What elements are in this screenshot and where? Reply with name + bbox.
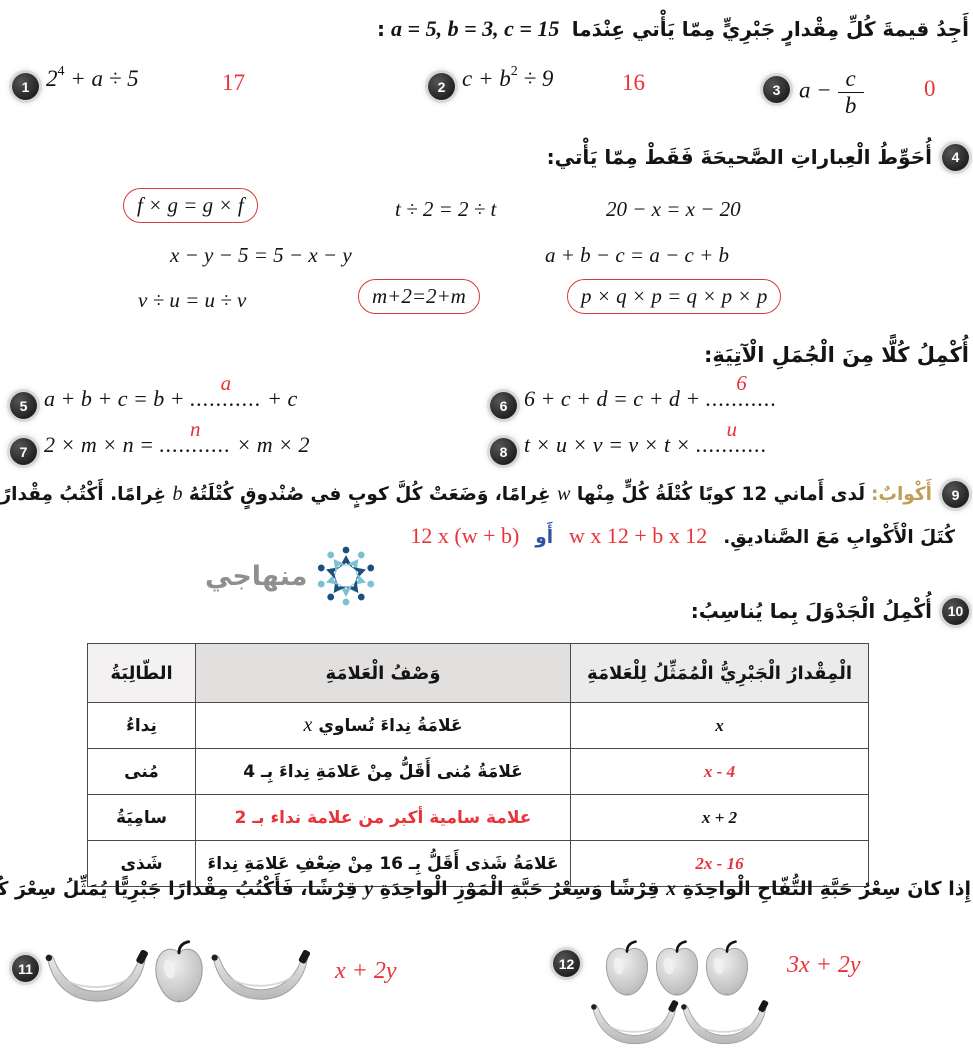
answer-blank: ........... u [695,417,768,457]
colon: : [377,17,386,41]
student-name: سامِيَةُ [87,794,196,841]
variable-b: b [172,483,183,505]
p4-statement-circled: m+2=2+m [358,279,480,314]
problem-5-sentence: a + b + c = b + ........... a + c [44,371,298,411]
problem-9-line2: كُتَلَ الْأَكْوابِ مَعَ الصَّناديقِ. w x… [410,523,955,548]
problem-6-sentence: 6 + c + d = c + d + ........... 6 [524,371,778,411]
problem-8-answer: u [726,417,737,441]
problem-12-number: 12 [553,950,580,977]
col-header-description: وَصْفُ الْعَلامَةِ [195,643,571,703]
variable-y: y [364,878,374,900]
manhaji-logo-text: منهاجي [205,560,308,592]
problem-9-answer-2: 12 x (w + b) [410,523,520,548]
problem-11-answer: x + 2y [335,958,397,984]
problem-11-number: 11 [12,955,39,982]
p4-statement: x − y − 5 = 5 − x − y [170,243,352,267]
mark-expression-answer: x - 4 [570,748,869,795]
problem-7-number: 7 [10,438,37,465]
problem-8-number: 8 [490,438,517,465]
problem-1-answer: 17 [222,70,245,95]
problem-5-answer: a [220,371,232,395]
problem-12-answer: 3x + 2y [787,952,861,978]
manhaji-logo: منهاجي [205,543,379,609]
mark-expression: x + 2 [570,794,869,841]
banana-icon [590,1000,680,1045]
banana-icon [680,1000,770,1045]
fruit-problems-instruction: إِذا كانَ سِعْرُ حَبَّةِ التُّفّاحِ الْو… [0,878,971,900]
table-row: نِداءُ عَلامَةُ نِداءَ تُساوي x x [87,702,869,749]
problem-8-sentence: t × u × v = v × t × ........... u [524,417,768,457]
banana-icon [44,950,150,1003]
answer-blank: ........... 6 [705,371,778,411]
table-row: مُنى عَلامَةُ مُنى أَقَلُّ مِنْ عَلامَةِ… [87,748,869,795]
problem-10-instruction: أُكْمِلُ الْجَدْوَلَ بِما يُناسِبُ: [690,599,932,623]
p4-statement-circled: p × q × p = q × p × p [567,279,782,314]
p4-statement: v ÷ u = u ÷ v [138,288,247,312]
problem-1-number: 1 [12,73,39,100]
variable-w: w [557,483,571,505]
problem-10: 10 أُكْمِلُ الْجَدْوَلَ بِما يُناسِبُ: [691,592,969,630]
problem-3-number: 3 [763,76,790,103]
condition-values: a = 5, b = 3, c = 15 [391,16,560,41]
problem-2-number: 2 [428,73,455,100]
problem-6-number: 6 [490,392,517,419]
problem-4-number: 4 [942,143,969,171]
or-word: أَو [535,527,554,548]
problem-6-answer: 6 [736,371,747,395]
table-row: شَذى عَلامَةُ شَذى أَقَلُّ بِـ 16 مِنْ ض… [87,840,869,887]
problem-7-answer: n [189,417,201,441]
problem-5-number: 5 [10,392,37,419]
student-name: مُنى [87,748,196,795]
mark-expression: x [570,702,869,749]
p4-statement: t ÷ 2 = 2 ÷ t [395,197,497,221]
col-header-student: الطّالِبَةُ [87,643,196,703]
problem-7-sentence: 2 × m × n = ........... n × m × 2 [44,417,310,457]
problem-10-number: 10 [942,597,969,625]
answer-blank: ........... n [159,417,231,457]
mark-description: عَلامَةُ نِداءَ تُساوي x [195,702,571,749]
problem-9-number: 9 [942,481,969,508]
main-instruction-text: أَجِدُ قيمةَ كُلِّ مِقْدارٍ جَبْرِيٍّ مِ… [571,17,969,41]
variable-x: x [666,878,677,900]
problem-4: 4 أُحَوِّطُ الْعِباراتِ الصَّحيحَةَ فَقَ… [547,138,969,176]
apple-icon [605,940,649,997]
complete-sentences-header: أُكْمِلُ كُلًّا مِنَ الْجُمَلِ الْآتِيَة… [703,343,969,367]
table-header-row: الطّالِبَةُ وَصْفُ الْعَلامَةِ الْمِقْدا… [87,643,869,703]
problem-2-expression: c + b2 ÷ 9 [462,64,554,91]
main-instruction: أَجِدُ قيمةَ كُلِّ مِقْدارٍ جَبْرِيٍّ مِ… [377,8,969,50]
apple-icon [655,940,699,997]
problem-3-answer: 0 [924,76,936,101]
mark-description: عَلامَةُ شَذى أَقَلُّ بِـ 16 مِنْ ضِعْفِ… [195,840,571,887]
problem-2-answer: 16 [622,70,645,95]
apple-icon [705,940,749,997]
mark-description: عَلامَةُ مُنى أَقَلُّ مِنْ عَلامَةِ نِدا… [195,748,571,795]
problem-9-label: أَكْوابٌ: [870,484,932,505]
col-header-expression: الْمِقْدارُ الْجَبْرِيُّ الْمُمَثِّلُ لِ… [570,643,869,703]
apple-icon [154,940,204,1004]
p4-statement: 20 − x = x − 20 [606,197,741,221]
p4-statement-circled: f × g = g × f [123,188,258,223]
grades-table: الطّالِبَةُ وَصْفُ الْعَلامَةِ الْمِقْدا… [87,643,869,887]
student-name: نِداءُ [87,702,196,749]
problem-9-answer-1: w x 12 + b x 12 [569,523,708,548]
student-name: شَذى [87,840,196,887]
table-row: سامِيَةُ علامة سامية أكبر من علامة نداء … [87,794,869,841]
problem-9-line1: 9 أَكْوابٌ: لَدى أَماني 12 كوبًا كُتْلَة… [0,481,969,508]
problem-1-expression: 24 + a ÷ 5 [46,64,139,91]
answer-blank: ........... a [190,371,262,411]
banana-icon [210,950,312,1001]
problem-4-instruction: أُحَوِّطُ الْعِباراتِ الصَّحيحَةَ فَقَطْ… [546,145,932,169]
mark-description-answer: علامة سامية أكبر من علامة نداء بـ 2 [195,794,571,841]
manhaji-logo-icon [318,546,375,606]
p4-statement: a + b − c = a − c + b [545,243,729,267]
mark-expression-answer: 2x - 16 [570,840,869,887]
